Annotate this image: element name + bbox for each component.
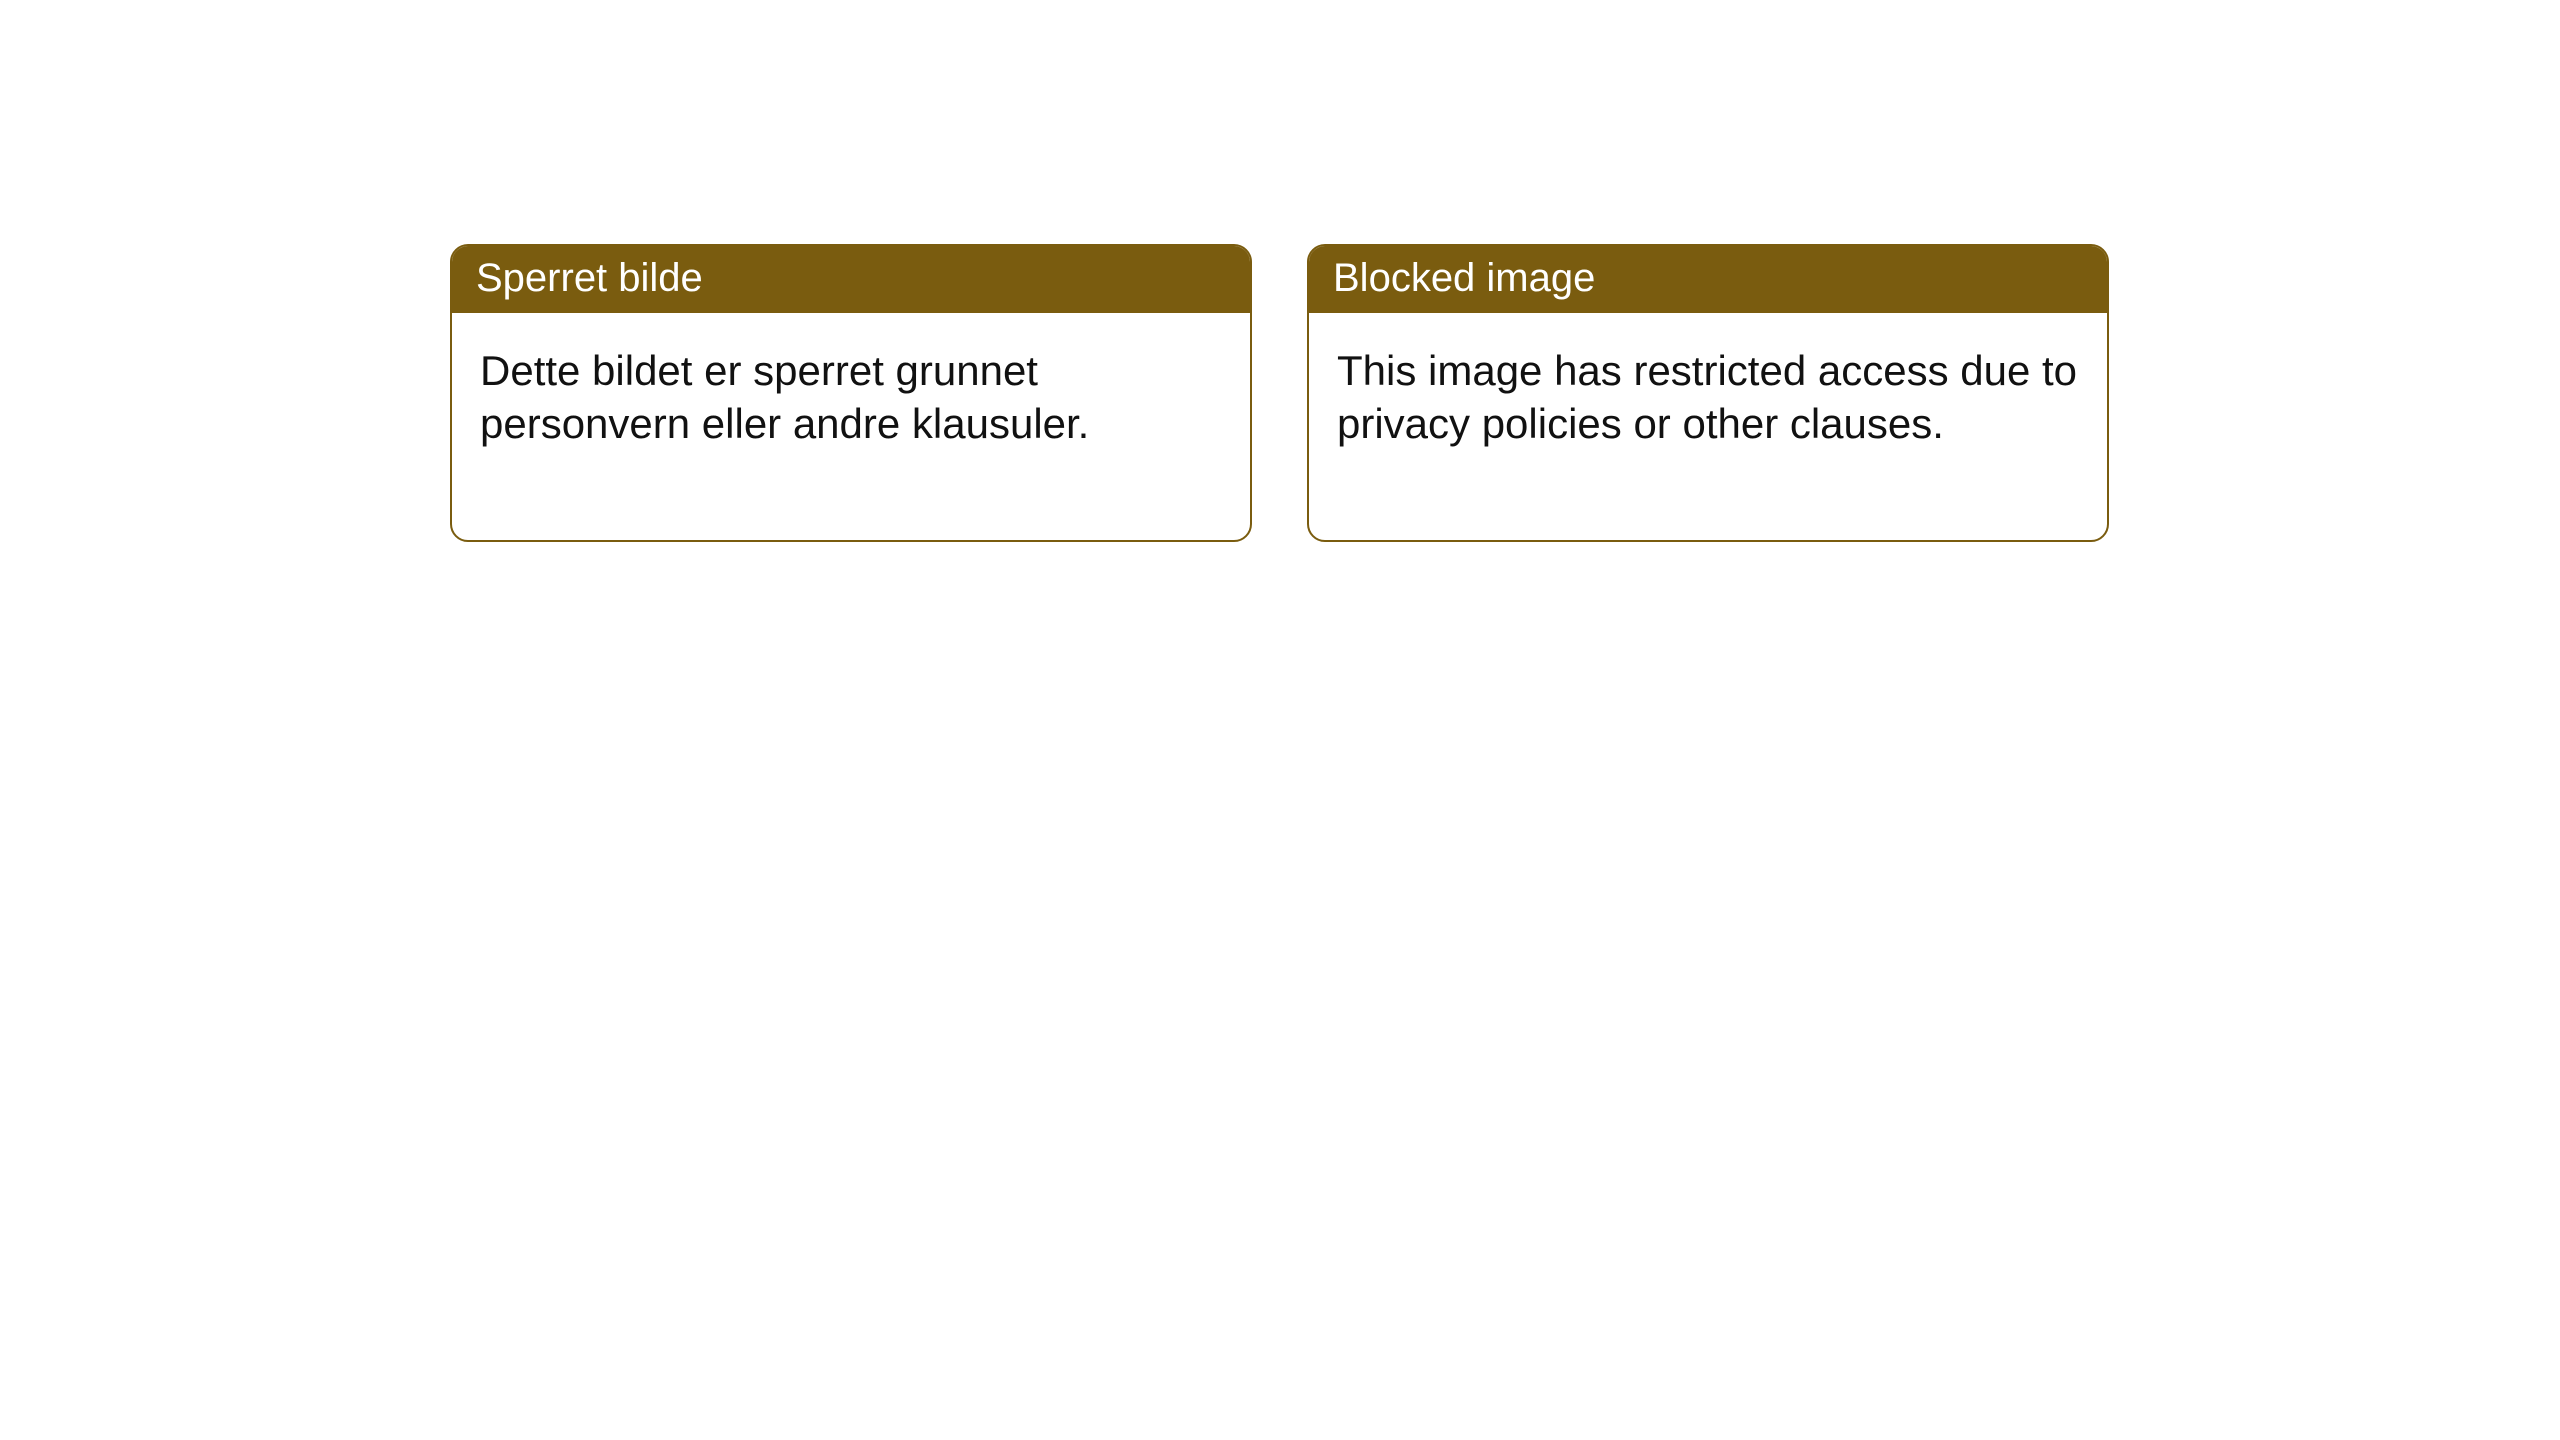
notice-body: This image has restricted access due to … [1309,313,2107,540]
notice-message: Dette bildet er sperret grunnet personve… [480,347,1089,447]
notice-title: Blocked image [1333,256,1595,300]
notice-box-english: Blocked image This image has restricted … [1307,244,2109,542]
notice-title: Sperret bilde [476,256,703,300]
notices-container: Sperret bilde Dette bildet er sperret gr… [450,244,2109,542]
notice-header: Sperret bilde [452,246,1250,313]
notice-box-norwegian: Sperret bilde Dette bildet er sperret gr… [450,244,1252,542]
notice-body: Dette bildet er sperret grunnet personve… [452,313,1250,540]
notice-header: Blocked image [1309,246,2107,313]
notice-message: This image has restricted access due to … [1337,347,2077,447]
